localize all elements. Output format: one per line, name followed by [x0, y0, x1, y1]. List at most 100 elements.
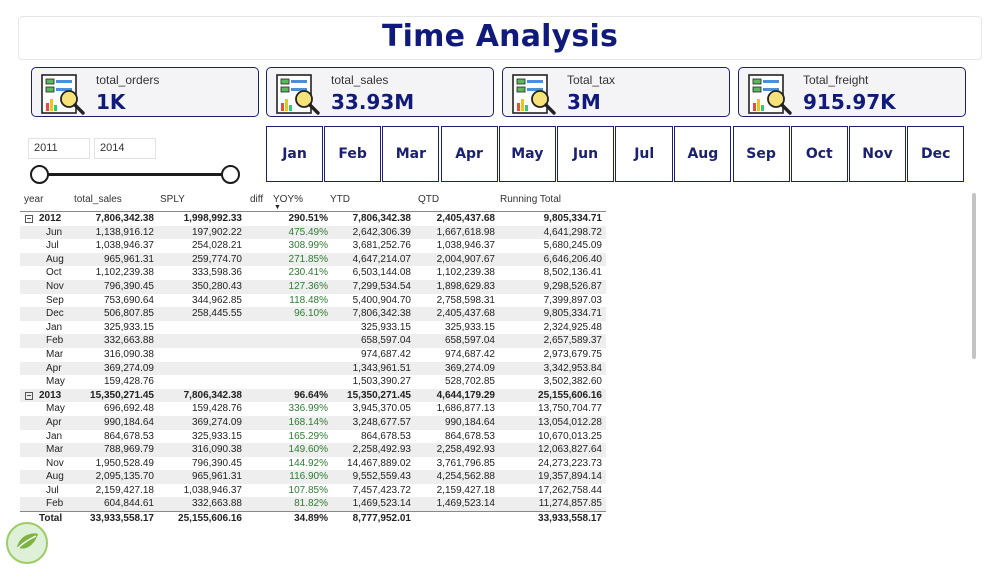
cell-running-total: 13,054,012.28 [538, 416, 602, 428]
cell-running-total: 17,262,758.44 [538, 484, 602, 496]
year-end-input[interactable]: 2014 [94, 138, 156, 159]
table-row: Nov 796,390.45 350,280.43 127.36% 7,299,… [20, 279, 606, 294]
row-label: Jan [46, 430, 63, 442]
header-sply[interactable]: SPLY [160, 194, 185, 205]
collapse-icon[interactable]: − [25, 214, 33, 223]
table-row: Jun 1,138,916.12 197,902.22 475.49% 2,64… [20, 225, 606, 240]
table-year-row: −2013 15,350,271.45 7,806,342.38 96.64% … [20, 388, 606, 403]
cell-sply: 258,445.55 [191, 308, 242, 320]
kpi-value: 915.97K [803, 90, 896, 114]
cell-total-sales: 796,390.45 [103, 280, 154, 292]
month-button-dec[interactable]: Dec [907, 126, 965, 182]
cell-running-total: 2,973,679.75 [543, 348, 602, 360]
header-running-total[interactable]: Running Total [500, 194, 561, 205]
cell-qtd: 1,038,946.37 [436, 240, 495, 252]
cell-running-total: 8,502,136.41 [543, 267, 602, 279]
table-row: Feb 332,663.88 658,597.04 658,597.04 2,6… [20, 334, 606, 348]
table-row: Jul 2,159,427.18 1,038,946.37 107.85% 7,… [20, 484, 606, 498]
row-label: Feb [46, 335, 64, 347]
table-row: Aug 965,961.31 259,774.70 271.85% 4,647,… [20, 252, 606, 267]
table-row: Jan 864,678.53 325,933.15 165.29% 864,67… [20, 430, 606, 444]
matrix-header: year total_sales SPLY diff YOY% ▼ YTD QT… [20, 191, 606, 212]
month-button-jan[interactable]: Jan [266, 126, 323, 182]
cell-yoy: 165.29% [288, 430, 328, 442]
year-slider-track[interactable] [40, 173, 231, 176]
cell-ytd: 3,945,370.05 [352, 403, 411, 415]
month-button-may[interactable]: May [498, 126, 556, 182]
cell-ytd: 14,467,889.02 [347, 457, 411, 469]
row-label: Aug [46, 253, 64, 265]
cell-ytd: 1,503,390.27 [352, 376, 411, 388]
header-yoy[interactable]: YOY% [273, 194, 304, 205]
cell-ytd: 4,647,214.07 [352, 253, 411, 265]
table-row: Apr 990,184.64 369,274.09 168.14% 3,248,… [20, 415, 606, 430]
kpi-card-total-orders: total_orders 1K [31, 67, 259, 117]
header-diff[interactable]: diff [250, 194, 264, 205]
cell-yoy: 144.92% [288, 457, 328, 469]
year-slider-start-handle[interactable] [30, 165, 49, 184]
table-row: Jan 325,933.15 325,933.15 325,933.15 2,3… [20, 321, 606, 335]
cell-ytd: 2,642,306.39 [352, 226, 411, 238]
cell-total-sales: 33,933,558.17 [90, 513, 154, 525]
cell-total-sales: 7,806,342.38 [95, 213, 154, 224]
header-year[interactable]: year [24, 194, 44, 205]
month-button-jul[interactable]: Jul [615, 126, 674, 182]
month-button-feb[interactable]: Feb [324, 126, 382, 182]
cell-qtd: 974,687.42 [444, 348, 495, 360]
cell-sply: 259,774.70 [191, 253, 242, 265]
header-ytd[interactable]: YTD [330, 194, 350, 205]
cell-qtd: 2,159,427.18 [436, 484, 495, 496]
cell-yoy: 118.48% [289, 294, 328, 306]
header-total-sales[interactable]: total_sales [74, 194, 122, 205]
table-row: Oct 1,102,239.38 333,598.36 230.41% 6,50… [20, 266, 606, 280]
table-row: May 159,428.76 1,503,390.27 528,702.85 3… [20, 375, 606, 389]
cell-total-sales: 1,950,528.49 [95, 457, 154, 469]
year-slider-end-handle[interactable] [221, 165, 240, 184]
cell-running-total: 10,670,013.25 [538, 430, 602, 442]
row-label: Apr [46, 362, 62, 374]
cell-yoy: 308.99% [288, 240, 328, 252]
cell-sply: 796,390.45 [191, 457, 242, 469]
cell-sply: 325,933.15 [191, 430, 242, 442]
month-button-aug[interactable]: Aug [674, 126, 732, 182]
cell-sply: 333,598.36 [191, 267, 242, 279]
month-button-nov[interactable]: Nov [849, 126, 906, 182]
cell-running-total: 2,657,589.37 [543, 335, 602, 347]
cell-qtd: 1,686,877.13 [436, 403, 495, 415]
month-button-oct[interactable]: Oct [790, 126, 848, 182]
collapse-icon[interactable]: − [25, 390, 33, 400]
table-row: Apr 369,274.09 1,343,961.51 369,274.09 3… [20, 361, 606, 376]
title-card: Time Analysis [18, 16, 982, 60]
cell-running-total: 5,680,245.09 [543, 240, 602, 252]
cell-ytd: 325,933.15 [360, 321, 411, 333]
cell-sply: 197,902.22 [191, 226, 242, 238]
year-start-input[interactable]: 2011 [28, 138, 90, 159]
cell-sply: 1,038,946.37 [183, 484, 242, 496]
cell-total-sales: 15,350,271.45 [90, 389, 154, 401]
month-button-apr[interactable]: Apr [440, 126, 498, 182]
cell-qtd: 1,469,523.14 [436, 498, 495, 510]
month-button-mar[interactable]: Mar [382, 126, 440, 182]
cell-running-total: 12,063,827.64 [538, 444, 602, 456]
table-row: Mar 788,969.79 316,090.38 149.60% 2,258,… [20, 443, 606, 457]
cell-total-sales: 316,090.38 [103, 348, 154, 360]
header-qtd[interactable]: QTD [418, 194, 440, 205]
month-button-jun[interactable]: Jun [557, 126, 614, 182]
report-magnifier-icon [512, 74, 556, 115]
row-label: Aug [46, 471, 64, 483]
cell-qtd: 1,898,629.83 [436, 280, 495, 292]
month-button-sep[interactable]: Sep [732, 126, 790, 182]
row-label: Oct [46, 267, 62, 279]
cell-ytd: 5,400,904.70 [352, 294, 411, 306]
cell-qtd: 3,761,796.85 [436, 457, 495, 469]
row-label: Nov [46, 280, 64, 292]
cell-running-total: 13,750,704.77 [538, 403, 602, 415]
cell-qtd: 369,274.09 [444, 362, 495, 374]
cell-ytd: 1,469,523.14 [352, 498, 411, 510]
vertical-scrollbar[interactable] [972, 193, 976, 359]
table-row: Sep 753,690.64 344,962.85 118.48% 5,400,… [20, 294, 606, 308]
cell-running-total: 9,805,334.71 [543, 308, 602, 320]
cell-qtd: 2,405,437.68 [436, 213, 495, 224]
cell-ytd: 7,299,534.54 [352, 280, 411, 292]
kpi-label: Total_tax [567, 73, 616, 87]
